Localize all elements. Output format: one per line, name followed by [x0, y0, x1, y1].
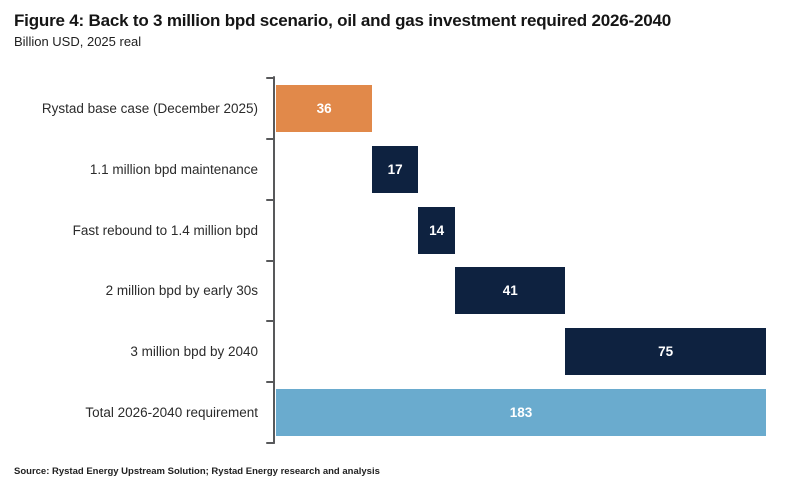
category-label: Rystad base case (December 2025): [41, 100, 258, 116]
category-label: 3 million bpd by 2040: [130, 344, 258, 360]
waterfall-bar: 36: [276, 84, 373, 132]
category-label: Fast rebound to 1.4 million bpd: [72, 222, 258, 238]
axis-tick: [266, 381, 274, 384]
category-label: 1.1 million bpd maintenance: [89, 161, 258, 177]
y-axis-line: [273, 76, 275, 444]
axis-tick: [266, 442, 275, 444]
source-note: Source: Rystad Energy Upstream Solution;…: [14, 466, 380, 477]
bar-value-label: 36: [316, 100, 332, 116]
axis-tick: [266, 320, 274, 323]
bar-value-label: 17: [387, 161, 403, 177]
axis-tick: [266, 259, 274, 262]
axis-tick: [266, 77, 275, 79]
axis-tick: [266, 198, 274, 201]
category-label: 2 million bpd by early 30s: [105, 283, 258, 299]
bar-value-label: 14: [429, 222, 445, 238]
waterfall-bar: 17: [372, 145, 418, 193]
waterfall-bar: 41: [455, 267, 566, 315]
chart-subtitle: Billion USD, 2025 real: [14, 34, 142, 49]
waterfall-total-bar: 183: [276, 389, 766, 437]
axis-tick: [266, 137, 274, 140]
waterfall-bar: 75: [565, 328, 766, 376]
bar-value-label: 183: [509, 405, 533, 421]
waterfall-bar: 14: [417, 206, 456, 254]
bar-value-label: 41: [502, 283, 518, 299]
category-label: Total 2026-2040 requirement: [85, 405, 258, 421]
chart-title: Figure 4: Back to 3 million bpd scenario…: [14, 11, 671, 30]
bar-value-label: 75: [658, 344, 674, 360]
